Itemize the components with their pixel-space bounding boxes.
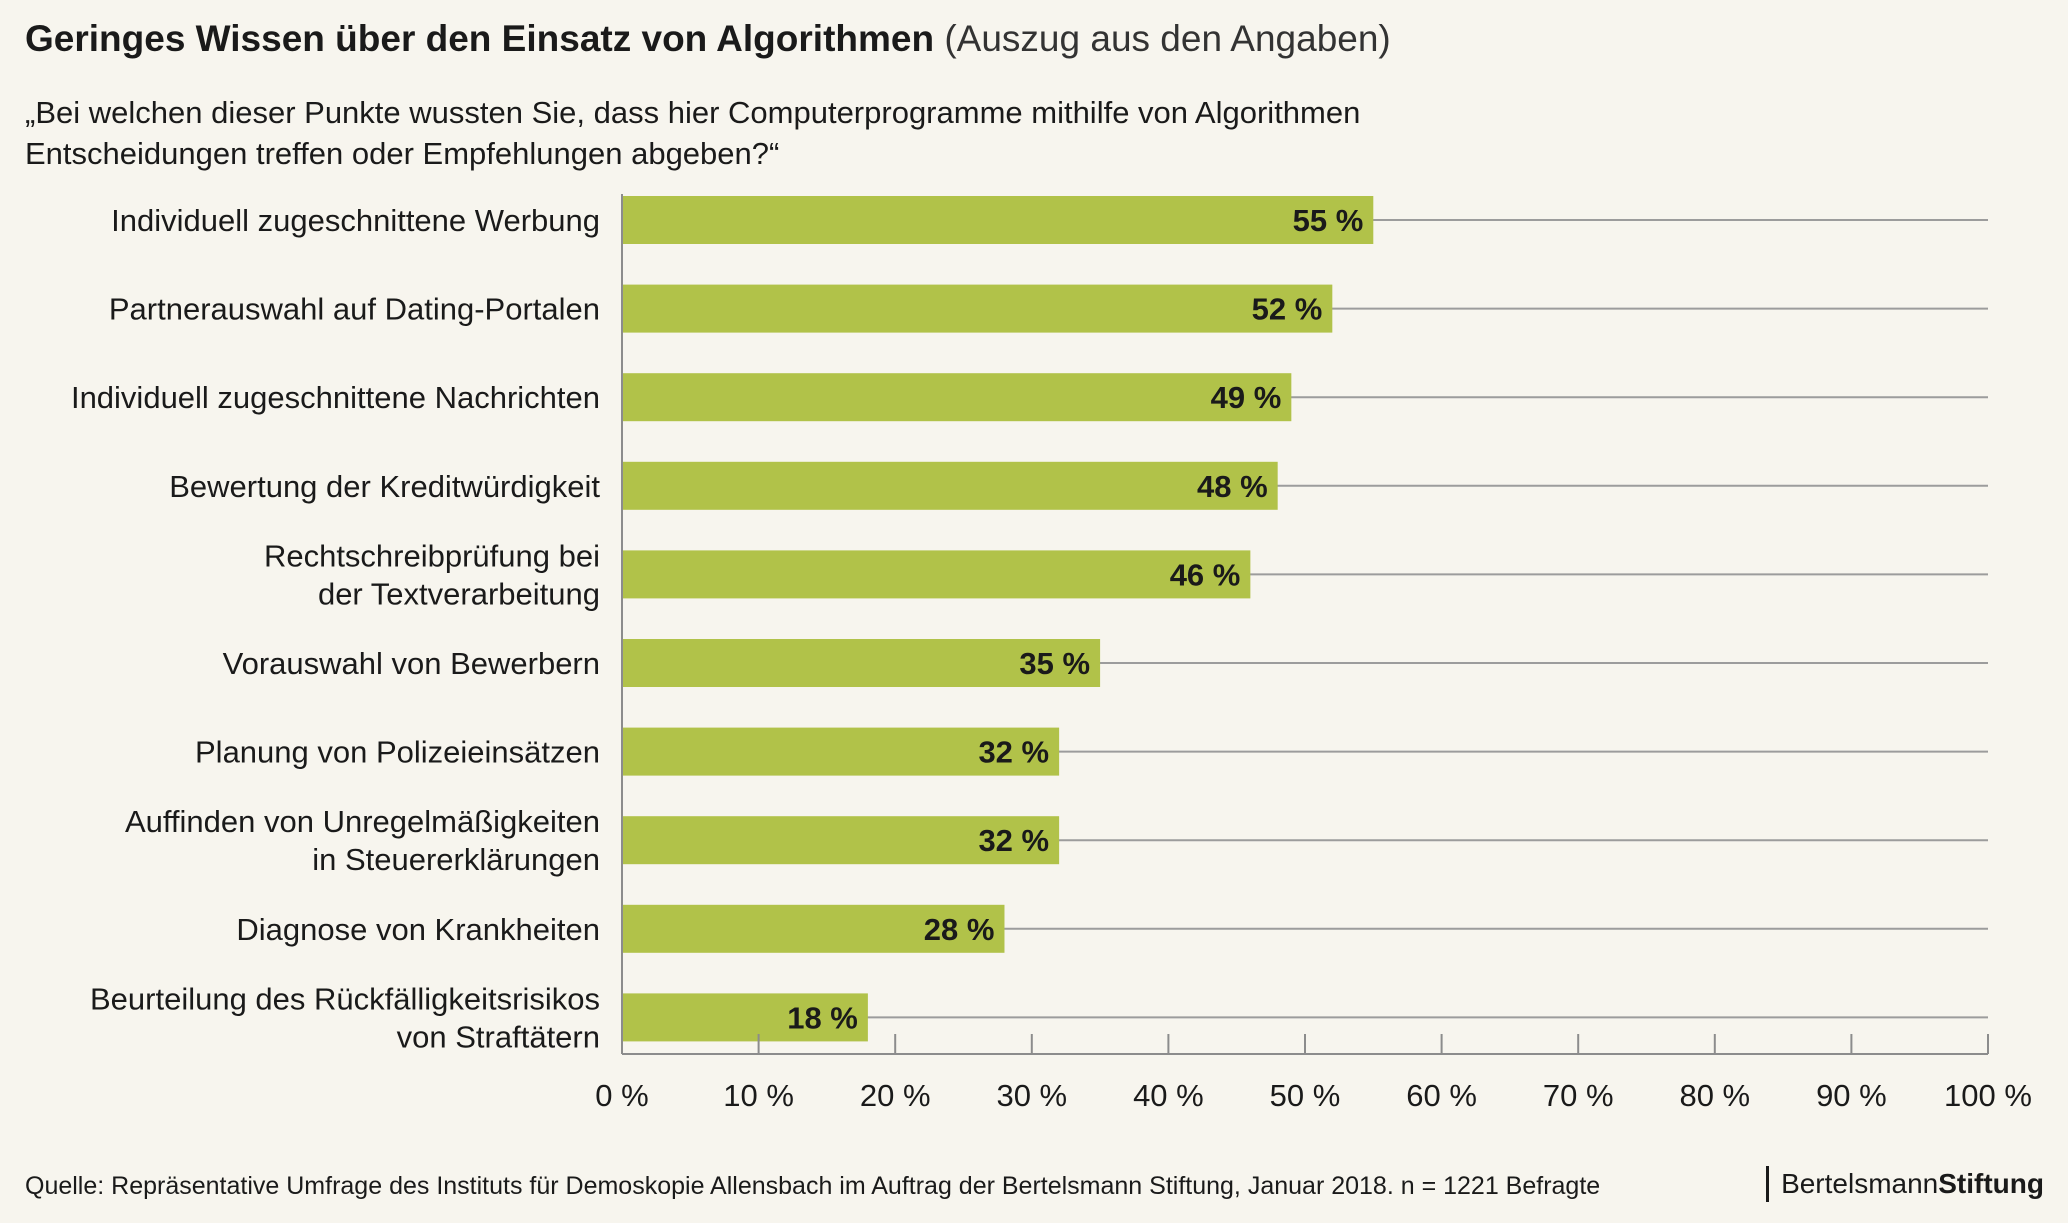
category-label: Planung von Polizeieinsätzen <box>195 735 600 770</box>
category-label: Auffinden von Unregelmäßigkeiten <box>125 804 600 839</box>
chart-title-main: Geringes Wissen über den Einsatz von Alg… <box>25 18 935 59</box>
logo-part-stiftung: Stiftung <box>1938 1168 2044 1199</box>
bar <box>622 373 1292 422</box>
chart-title: Geringes Wissen über den Einsatz von Alg… <box>25 18 1391 60</box>
bar <box>622 284 1333 333</box>
bar-value-label: 35 % <box>1019 646 1090 681</box>
category-label: Bewertung der Kreditwürdigkeit <box>169 469 600 504</box>
x-tick-label: 60 % <box>1406 1078 1477 1113</box>
category-label: Individuell zugeschnittene Werbung <box>111 203 600 238</box>
x-tick-label: 70 % <box>1543 1078 1614 1113</box>
category-label: Diagnose von Krankheiten <box>236 912 600 947</box>
bar <box>622 904 1005 953</box>
x-tick-label: 100 % <box>1944 1078 2032 1113</box>
bar-value-label: 32 % <box>978 823 1049 858</box>
x-tick-label: 50 % <box>1270 1078 1341 1113</box>
category-label: Vorauswahl von Bewerbern <box>223 646 600 681</box>
chart-title-sub: (Auszug aus den Angaben) <box>944 18 1391 59</box>
bar <box>622 816 1060 865</box>
x-tick-label: 20 % <box>860 1078 931 1113</box>
bar-value-label: 49 % <box>1211 380 1282 415</box>
x-tick-label: 90 % <box>1816 1078 1887 1113</box>
x-tick-label: 40 % <box>1133 1078 1204 1113</box>
category-label: Partnerauswahl auf Dating-Portalen <box>109 292 600 327</box>
bar-value-label: 18 % <box>787 1000 858 1035</box>
category-label: der Textverarbeitung <box>318 576 600 611</box>
bar-value-label: 52 % <box>1252 292 1323 327</box>
category-label: Individuell zugeschnittene Nachrichten <box>71 380 600 415</box>
category-label: Beurteilung des Rückfälligkeitsrisikos <box>90 981 600 1016</box>
bar <box>622 550 1251 599</box>
bar-value-label: 32 % <box>978 735 1049 770</box>
bar <box>622 461 1278 510</box>
bar <box>622 196 1374 244</box>
x-tick-label: 80 % <box>1679 1078 1750 1113</box>
bar-value-label: 46 % <box>1170 557 1241 592</box>
bar-chart: 55 % Individuell zugeschnittene Werbung 52… <box>71 194 2032 1113</box>
bar <box>622 727 1060 776</box>
category-label: von Straftätern <box>397 1019 600 1054</box>
bertelsmann-stiftung-logo: BertelsmannStiftung <box>1766 1166 2044 1202</box>
bar-value-label: 28 % <box>924 912 995 947</box>
x-tick-label: 10 % <box>723 1078 794 1113</box>
source-note: Quelle: Repräsentative Umfrage des Insti… <box>25 1172 1601 1200</box>
x-tick-label: 30 % <box>996 1078 1067 1113</box>
logo-part-bertelsmann: Bertelsmann <box>1781 1168 1939 1199</box>
bar-value-label: 48 % <box>1197 469 1268 504</box>
survey-question: „Bei welchen dieser Punkte wussten Sie, … <box>25 95 1361 171</box>
bar <box>622 639 1101 687</box>
category-label: Rechtschreibprüfung bei <box>264 538 600 573</box>
bar <box>622 993 868 1042</box>
category-label: in Steuererklärungen <box>312 842 600 877</box>
bar-value-label: 55 % <box>1293 203 1364 238</box>
x-tick-label: 0 % <box>595 1078 648 1113</box>
